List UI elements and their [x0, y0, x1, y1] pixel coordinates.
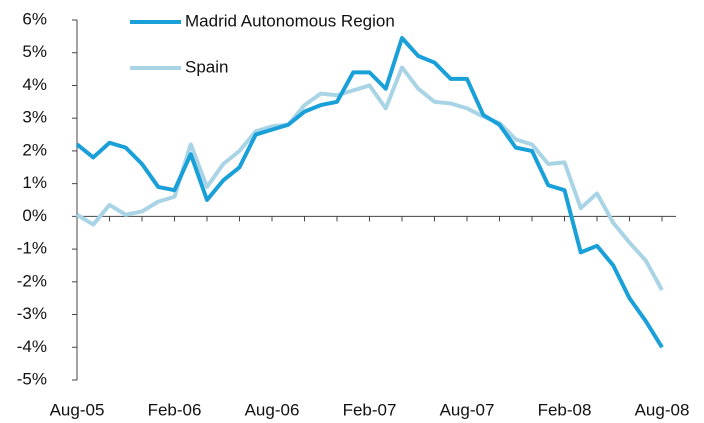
x-tick-label: Aug-07	[440, 400, 495, 419]
x-tick-label: Feb-08	[538, 400, 592, 419]
y-tick-label: -5%	[17, 369, 47, 388]
y-tick-label: 2%	[22, 140, 47, 159]
x-tick-label: Feb-06	[148, 400, 202, 419]
y-tick-label: -4%	[17, 337, 47, 356]
y-tick-label: -3%	[17, 304, 47, 323]
legend-label: Spain	[185, 57, 228, 76]
y-tick-label: -2%	[17, 271, 47, 290]
x-tick-label: Feb-07	[343, 400, 397, 419]
x-tick-label: Aug-06	[245, 400, 300, 419]
y-tick-label: 5%	[22, 42, 47, 61]
y-tick-label: 1%	[22, 173, 47, 192]
x-tick-label: Aug-08	[635, 400, 690, 419]
y-tick-label: 3%	[22, 108, 47, 127]
y-tick-label: -1%	[17, 239, 47, 258]
legend-label: Madrid Autonomous Region	[185, 11, 395, 30]
x-tick-label: Aug-05	[50, 400, 105, 419]
y-tick-label: 0%	[22, 206, 47, 225]
line	[75, 36, 664, 349]
y-tick-label: 6%	[22, 9, 47, 28]
line	[75, 65, 664, 291]
y-tick-label: 4%	[22, 75, 47, 94]
